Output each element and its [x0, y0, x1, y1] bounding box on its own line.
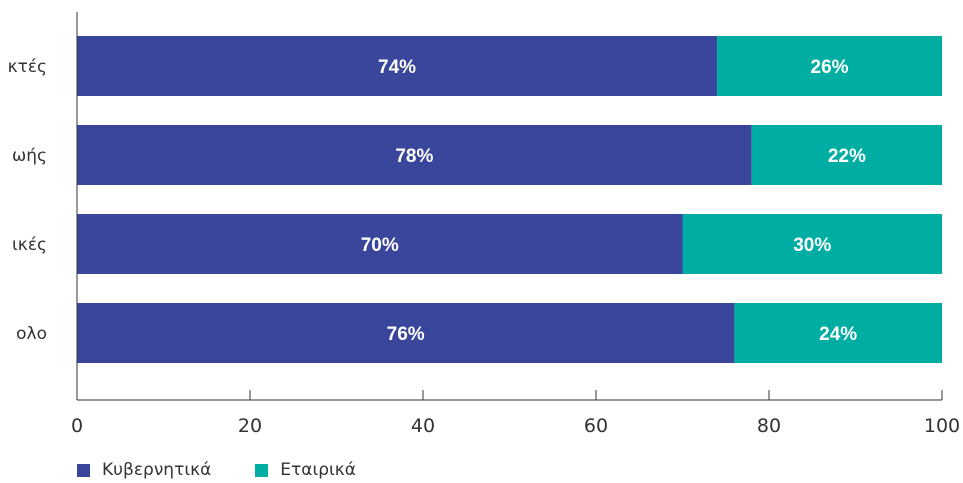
bar-2-4 — [734, 303, 942, 363]
x-tick-label: 60 — [584, 415, 608, 437]
legend-swatch-series-1 — [77, 463, 90, 477]
bar-1-3 — [77, 214, 683, 274]
bar-value-label: 78% — [395, 146, 433, 167]
bars-group: 74% 26% 78% 22% 70% 30% 76% 24% — [77, 36, 942, 363]
legend: Κυβερνητικά Εταιρικά — [77, 460, 400, 480]
bar-value-label: 76% — [387, 324, 425, 345]
category-label: ολο — [16, 324, 47, 344]
x-tick-label: 0 — [71, 415, 83, 437]
bar-value-label: 74% — [378, 57, 416, 78]
x-tick-label: 80 — [757, 415, 781, 437]
category-labels: κτές ωής ικές ολο — [8, 57, 47, 344]
legend-label-series-1: Κυβερνητικά — [102, 460, 212, 480]
x-axis: 0 20 40 60 80 100 — [71, 12, 960, 437]
bar-1-1 — [77, 36, 718, 96]
category-label: ικές — [12, 235, 47, 255]
stacked-bar-chart: 74% 26%78% 22%70% 30%76% 24% κτέςωήςικέςολο … — [8, 12, 960, 437]
legend-item-series-1: Κυβερνητικά — [77, 460, 211, 480]
bar-2-3 — [682, 214, 942, 274]
legend-item-series-2: Εταιρικά — [255, 460, 356, 480]
bar-1-2 — [77, 125, 752, 185]
x-tick-label: 20 — [238, 415, 262, 437]
bar-value-label: 24% — [819, 324, 857, 345]
bar-value-label: 70% — [361, 235, 399, 256]
bar-2-2 — [751, 125, 942, 185]
bar-value-label: 26% — [811, 57, 849, 78]
legend-swatch-series-2 — [255, 463, 269, 477]
bar-2-1 — [717, 36, 942, 96]
bar-value-label: 22% — [828, 146, 866, 167]
category-label: ωής — [12, 146, 47, 166]
bar-value-label: 30% — [793, 235, 831, 256]
legend-label-series-2: Εταιρικά — [280, 460, 356, 480]
x-tick-label: 40 — [411, 415, 435, 437]
category-label: κτές — [8, 57, 47, 77]
bar-1-4 — [77, 303, 735, 363]
x-tick-label: 100 — [924, 415, 960, 437]
